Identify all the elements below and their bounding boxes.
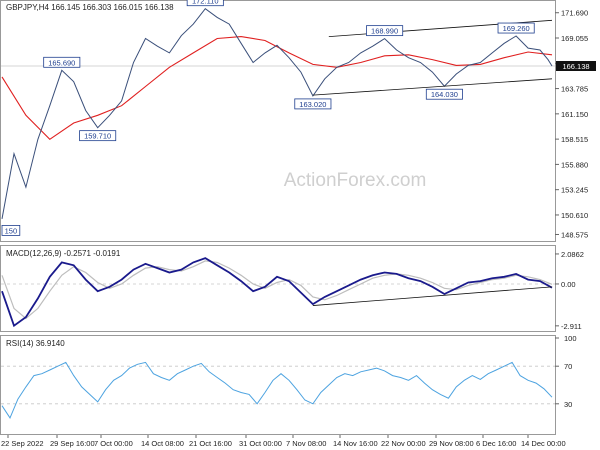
rsi-y-tick-label: 30 <box>564 400 572 409</box>
last-price-label: 166.138 <box>562 62 589 71</box>
price-annotation-label: 168.990 <box>371 27 398 36</box>
price-annotation-box <box>1 225 21 236</box>
price-annotation-box <box>294 98 332 110</box>
price-annotation-box <box>79 130 117 142</box>
x-tick-label: 22 Nov 00:00 <box>381 439 426 448</box>
price-y-tick-label: 148.575 <box>561 230 588 239</box>
price-y-tick-label: 158.515 <box>561 135 588 144</box>
price-annotation-box <box>497 22 535 34</box>
price-trendline <box>312 78 553 96</box>
price-annotation-label: 159.710 <box>84 132 111 141</box>
rsi-y-axis: 100 70 30 <box>555 334 577 409</box>
rsi-series-group <box>1 361 553 419</box>
price-panel-frame <box>0 0 556 242</box>
last-price-box <box>556 60 596 71</box>
x-tick-label: 14 Dec 00:00 <box>521 439 566 448</box>
x-tick-label: 6 Dec 16:00 <box>476 439 516 448</box>
price-y-tick-label: 155.880 <box>561 160 588 169</box>
macd-signal-line <box>1 260 553 320</box>
price-annotation-label: 164.030 <box>431 90 458 99</box>
moving-average-line <box>1 36 553 141</box>
price-annotation-box <box>425 88 463 100</box>
macd-trendline <box>312 286 553 306</box>
price-annotation-label: 150 <box>5 226 18 235</box>
rsi-line <box>1 361 553 419</box>
x-tick-label: 22 Sep 2022 <box>1 439 44 448</box>
rsi-panel-frame <box>0 335 556 435</box>
x-tick-label: 7 Nov 08:00 <box>286 439 326 448</box>
x-tick-label: 21 Oct 16:00 <box>189 439 232 448</box>
price-y-tick-label: 163.785 <box>561 85 588 94</box>
macd-y-axis: 2.0862 0.00 -2.911 <box>555 250 584 331</box>
x-axis: 22 Sep 2022 29 Sep 16:00 7 Oct 00:00 14 Oct… <box>1 435 566 448</box>
macd-panel-frame <box>0 245 556 332</box>
x-tick-label: 14 Nov 16:00 <box>333 439 378 448</box>
price-y-tick-label: 150.610 <box>561 211 588 220</box>
x-tick-label: 29 Nov 08:00 <box>429 439 474 448</box>
x-tick-label: 31 Oct 00:00 <box>239 439 282 448</box>
price-y-tick-label: 161.150 <box>561 110 588 119</box>
rsi-y-tick-label: 70 <box>564 362 572 371</box>
macd-y-tick-label: -2.911 <box>561 322 582 331</box>
price-y-tick-label: 169.055 <box>561 34 588 43</box>
x-tick-label: 29 Sep 16:00 <box>50 439 95 448</box>
price-y-tick-label: 171.690 <box>561 9 588 18</box>
price-annotation-box <box>43 56 81 68</box>
macd-trendline-segment <box>312 286 553 306</box>
price-annotations: 172.110 165.690 159.710 168.990 169.260 163.0… <box>1 0 535 236</box>
price-annotation-label: 163.020 <box>299 100 326 109</box>
macd-line <box>1 257 553 328</box>
price-y-tick-label: 153.245 <box>561 186 588 195</box>
price-annotation-label: 172.110 <box>192 0 219 6</box>
price-series-group <box>1 8 553 219</box>
macd-y-tick-label: 2.0862 <box>561 250 584 259</box>
rsi-level-lines <box>1 365 555 405</box>
price-panel-label: GBPJPY,H4 166.145 166.303 166.015 166.13… <box>6 3 174 12</box>
macd-panel-label: MACD(12,26,9) -0.2571 -0.0191 <box>6 249 121 258</box>
x-tick-label: 7 Oct 00:00 <box>94 439 133 448</box>
price-annotation-label: 169.260 <box>503 24 530 33</box>
last-price-marker: 166.138 <box>556 60 596 71</box>
rsi-y-tick-label: 100 <box>564 334 577 343</box>
macd-y-tick-label: 0.00 <box>561 280 576 289</box>
price-line <box>1 8 553 219</box>
rsi-panel-label: RSI(14) 36.9140 <box>6 339 65 348</box>
watermark: ActionForex.com <box>284 170 427 191</box>
macd-series-group <box>1 257 553 328</box>
price-annotation-box <box>186 0 224 7</box>
x-tick-label: 14 Oct 08:00 <box>141 439 184 448</box>
price-annotation-box <box>366 25 404 37</box>
price-annotation-label: 165.690 <box>48 58 75 67</box>
